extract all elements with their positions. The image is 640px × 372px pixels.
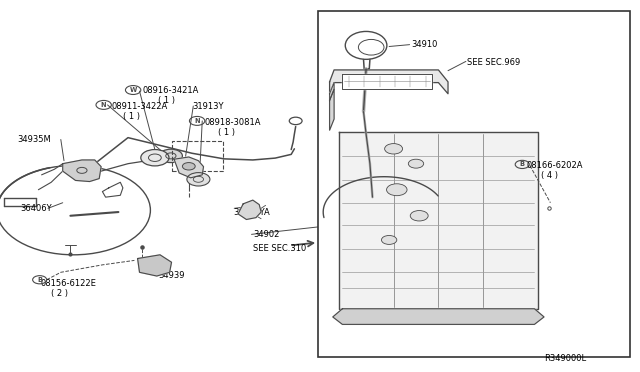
- Text: SEE SEC.969: SEE SEC.969: [467, 58, 520, 67]
- Bar: [172, 141, 223, 171]
- Text: N: N: [195, 118, 200, 124]
- Circle shape: [410, 211, 428, 221]
- Circle shape: [187, 173, 210, 186]
- Text: B: B: [520, 161, 525, 167]
- Point: [137, 244, 147, 250]
- Text: 34910: 34910: [412, 40, 438, 49]
- Circle shape: [387, 184, 407, 196]
- Polygon shape: [63, 160, 101, 182]
- Text: N: N: [101, 102, 106, 108]
- Circle shape: [159, 149, 182, 163]
- Text: ( 1 ): ( 1 ): [218, 128, 235, 137]
- Text: 34902: 34902: [253, 230, 279, 239]
- Text: 08911-3422A: 08911-3422A: [112, 102, 168, 110]
- Text: ( 2 ): ( 2 ): [51, 289, 68, 298]
- Polygon shape: [174, 157, 204, 178]
- Text: 08916-3421A: 08916-3421A: [142, 86, 198, 94]
- Text: 08166-6202A: 08166-6202A: [527, 161, 583, 170]
- Polygon shape: [330, 83, 334, 100]
- Text: ( 1 ): ( 1 ): [158, 96, 175, 105]
- Polygon shape: [333, 309, 544, 324]
- Text: SEE SEC.310: SEE SEC.310: [253, 244, 306, 253]
- Bar: [318, 11, 630, 357]
- Polygon shape: [342, 74, 432, 89]
- Polygon shape: [339, 132, 538, 309]
- Circle shape: [182, 163, 195, 170]
- Text: ( 1 ): ( 1 ): [123, 112, 140, 121]
- Circle shape: [408, 159, 424, 168]
- Text: 36406YA: 36406YA: [234, 208, 270, 217]
- Text: R349000L: R349000L: [544, 355, 586, 363]
- Text: W: W: [129, 87, 137, 93]
- Text: 36406Y: 36406Y: [20, 204, 52, 213]
- Point: [65, 251, 76, 257]
- Text: 31913Y: 31913Y: [192, 102, 223, 110]
- Circle shape: [385, 144, 403, 154]
- Polygon shape: [102, 182, 123, 197]
- Text: B: B: [37, 277, 42, 283]
- Polygon shape: [238, 200, 261, 219]
- Text: 08156-6122E: 08156-6122E: [40, 279, 96, 288]
- Text: 08918-3081A: 08918-3081A: [205, 118, 261, 126]
- Point: [544, 205, 554, 211]
- Circle shape: [381, 235, 397, 244]
- Circle shape: [141, 150, 169, 166]
- Polygon shape: [330, 89, 334, 130]
- Bar: [318, 11, 630, 357]
- Polygon shape: [330, 70, 448, 94]
- Polygon shape: [138, 255, 172, 276]
- Text: 34939: 34939: [159, 271, 185, 280]
- Text: 34935M: 34935M: [17, 135, 51, 144]
- Text: ( 4 ): ( 4 ): [541, 171, 558, 180]
